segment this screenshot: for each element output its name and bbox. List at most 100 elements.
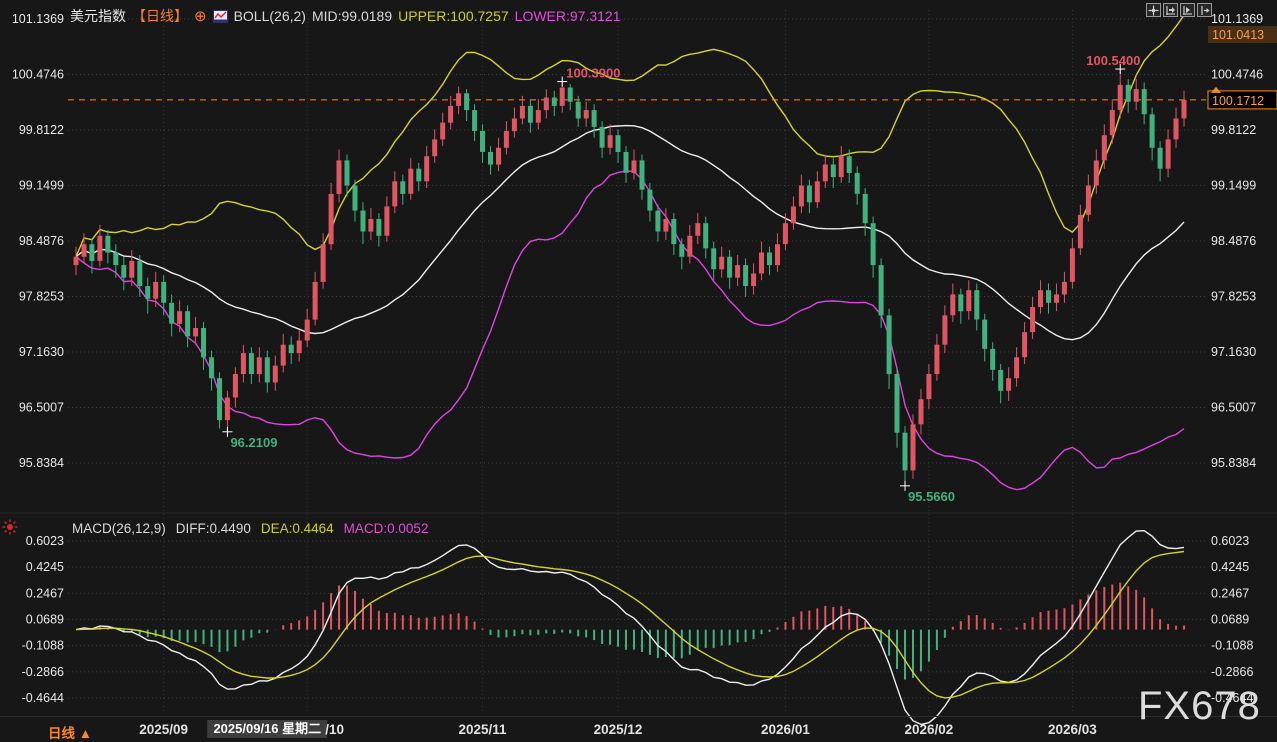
candle-body[interactable] xyxy=(232,374,238,398)
candle-body[interactable] xyxy=(910,424,916,471)
candle-body[interactable] xyxy=(408,168,414,194)
candle-body[interactable] xyxy=(727,256,733,278)
candle-body[interactable] xyxy=(942,315,948,345)
add-indicator-icon[interactable]: ⊕ xyxy=(194,8,207,25)
jump-to-latest-icon[interactable] xyxy=(1197,3,1212,17)
candle-body[interactable] xyxy=(878,265,884,316)
candle-body[interactable] xyxy=(97,235,103,261)
candle-body[interactable] xyxy=(575,101,581,119)
candle-body[interactable] xyxy=(1093,160,1099,186)
candle-body[interactable] xyxy=(288,344,294,354)
candle-body[interactable] xyxy=(1165,139,1171,169)
candle-body[interactable] xyxy=(1061,281,1067,295)
candle-body[interactable] xyxy=(1054,294,1059,303)
candle-body[interactable] xyxy=(830,164,836,178)
candle-body[interactable] xyxy=(496,147,501,165)
candle-body[interactable] xyxy=(1085,185,1091,215)
candle-body[interactable] xyxy=(1149,114,1155,148)
candle-body[interactable] xyxy=(376,219,382,236)
candle-body[interactable] xyxy=(870,223,876,266)
macd-settings-icon[interactable] xyxy=(2,519,18,540)
candle-body[interactable] xyxy=(464,93,470,111)
candle-body[interactable] xyxy=(567,87,573,102)
candle-body[interactable] xyxy=(735,265,741,278)
candle-body[interactable] xyxy=(1133,89,1139,102)
candle-body[interactable] xyxy=(583,110,589,119)
candle-body[interactable] xyxy=(1181,99,1187,119)
candle-body[interactable] xyxy=(161,281,167,303)
candle-body[interactable] xyxy=(368,219,374,232)
candle-body[interactable] xyxy=(982,319,988,349)
candle-body[interactable] xyxy=(751,273,757,287)
candle-body[interactable] xyxy=(543,97,549,111)
candle-body[interactable] xyxy=(527,105,533,123)
candle-body[interactable] xyxy=(535,110,541,123)
candle-body[interactable] xyxy=(599,126,605,148)
candle-body[interactable] xyxy=(113,252,119,266)
candle-body[interactable] xyxy=(631,160,637,173)
candle-body[interactable] xyxy=(264,357,270,383)
candle-body[interactable] xyxy=(256,357,262,375)
candle-body[interactable] xyxy=(846,156,852,173)
candle-body[interactable] xyxy=(169,302,175,324)
candle-body[interactable] xyxy=(806,185,812,203)
candle-body[interactable] xyxy=(1030,307,1036,333)
candle-body[interactable] xyxy=(137,260,143,286)
candle-body[interactable] xyxy=(886,315,892,375)
candle-body[interactable] xyxy=(201,328,206,358)
candle-body[interactable] xyxy=(432,139,438,157)
candle-body[interactable] xyxy=(934,344,940,374)
candle-body[interactable] xyxy=(400,181,406,194)
candle-body[interactable] xyxy=(1101,135,1107,161)
candle-body[interactable] xyxy=(838,156,844,178)
candle-body[interactable] xyxy=(1125,84,1131,102)
candle-body[interactable] xyxy=(1038,290,1043,307)
candle-body[interactable] xyxy=(240,353,246,374)
candle-body[interactable] xyxy=(695,223,701,236)
candle-body[interactable] xyxy=(1069,248,1075,282)
candle-body[interactable] xyxy=(775,244,780,266)
candle-body[interactable] xyxy=(782,223,788,245)
candle-body[interactable] xyxy=(703,223,709,249)
candle-body[interactable] xyxy=(623,152,629,173)
candle-body[interactable] xyxy=(424,156,430,182)
candle-body[interactable] xyxy=(472,110,478,131)
candle-body[interactable] xyxy=(209,357,214,379)
candle-body[interactable] xyxy=(902,432,908,471)
candle-body[interactable] xyxy=(759,252,764,274)
candle-body[interactable] xyxy=(918,399,924,425)
candle-body[interactable] xyxy=(966,290,972,312)
period-selector[interactable]: 日线 ▲ xyxy=(48,722,92,742)
candle-body[interactable] xyxy=(440,122,446,140)
candle-body[interactable] xyxy=(89,244,95,261)
candle-body[interactable] xyxy=(798,185,804,207)
candle-body[interactable] xyxy=(990,348,996,370)
period-tag[interactable]: 【日线】 xyxy=(132,8,188,24)
candle-body[interactable] xyxy=(352,185,358,211)
candle-body[interactable] xyxy=(456,93,462,106)
candle-body[interactable] xyxy=(1077,214,1083,249)
candle-body[interactable] xyxy=(862,193,868,224)
candle-body[interactable] xyxy=(974,290,980,320)
candle-body[interactable] xyxy=(1022,332,1028,358)
candle-body[interactable] xyxy=(551,97,557,106)
candle-body[interactable] xyxy=(105,235,111,253)
candle-body[interactable] xyxy=(320,244,326,282)
pan-tool-icon[interactable] xyxy=(1146,3,1161,17)
candle-body[interactable] xyxy=(1173,118,1179,140)
candle-body[interactable] xyxy=(73,256,79,266)
candle-body[interactable] xyxy=(998,369,1004,391)
candle-body[interactable] xyxy=(153,281,159,299)
candle-body[interactable] xyxy=(926,374,932,400)
candle-body[interactable] xyxy=(814,181,820,203)
candle-body[interactable] xyxy=(185,311,191,337)
candle-body[interactable] xyxy=(1157,147,1163,169)
candle-body[interactable] xyxy=(679,244,685,257)
candle-body[interactable] xyxy=(647,189,653,211)
candle-body[interactable] xyxy=(416,168,422,182)
candle-body[interactable] xyxy=(336,160,342,194)
candle-body[interactable] xyxy=(894,374,900,433)
candle-body[interactable] xyxy=(488,152,493,165)
candle-body[interactable] xyxy=(1006,378,1012,391)
